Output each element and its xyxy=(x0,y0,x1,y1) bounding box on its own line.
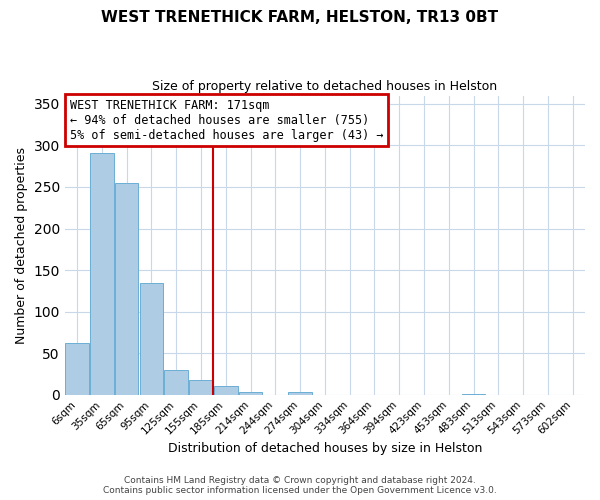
Text: WEST TRENETHICK FARM: 171sqm
← 94% of detached houses are smaller (755)
5% of se: WEST TRENETHICK FARM: 171sqm ← 94% of de… xyxy=(70,98,383,142)
Bar xyxy=(115,183,139,394)
Bar xyxy=(164,370,188,394)
Text: Contains HM Land Registry data © Crown copyright and database right 2024.
Contai: Contains HM Land Registry data © Crown c… xyxy=(103,476,497,495)
Text: WEST TRENETHICK FARM, HELSTON, TR13 0BT: WEST TRENETHICK FARM, HELSTON, TR13 0BT xyxy=(101,10,499,25)
Bar xyxy=(65,343,89,394)
Title: Size of property relative to detached houses in Helston: Size of property relative to detached ho… xyxy=(152,80,497,93)
Y-axis label: Number of detached properties: Number of detached properties xyxy=(15,146,28,344)
Bar xyxy=(140,284,163,395)
Bar xyxy=(289,392,312,394)
Bar xyxy=(239,392,262,394)
Bar xyxy=(214,386,238,394)
Bar xyxy=(189,380,213,394)
X-axis label: Distribution of detached houses by size in Helston: Distribution of detached houses by size … xyxy=(168,442,482,455)
Bar xyxy=(90,153,114,394)
